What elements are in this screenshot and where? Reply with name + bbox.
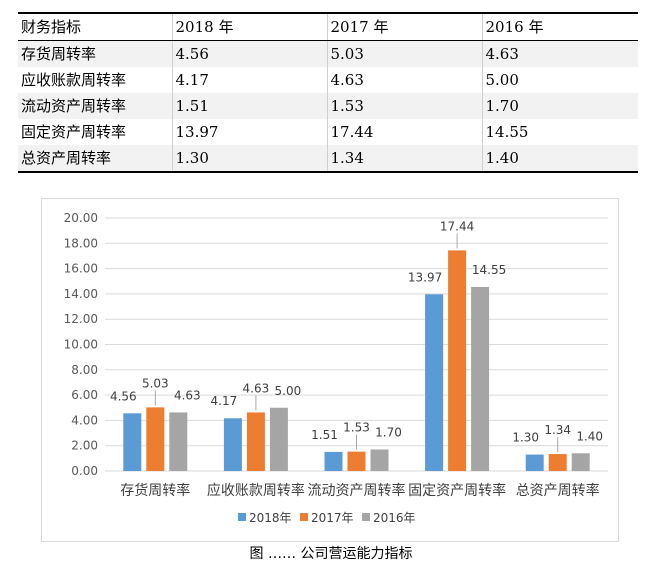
header-cell-2016: 2016 年 <box>481 12 638 41</box>
bar <box>525 454 544 471</box>
data-label: 14.55 <box>472 263 506 277</box>
bar <box>571 453 590 471</box>
y-tick-label: 0.00 <box>71 464 98 478</box>
bar <box>347 451 366 471</box>
bar <box>169 412 188 471</box>
bar <box>246 412 265 471</box>
y-tick-label: 14.00 <box>64 287 98 301</box>
row-label: 流动资产周转率 <box>18 93 172 119</box>
x-tick-label: 总资产周转率 <box>516 482 600 499</box>
y-tick-label: 6.00 <box>71 388 98 402</box>
data-label: 17.44 <box>440 219 474 233</box>
cell-value: 1.40 <box>481 145 638 173</box>
x-tick-label: 存货周转率 <box>120 482 190 499</box>
cell-value: 4.63 <box>326 67 482 93</box>
data-label: 13.97 <box>408 270 442 284</box>
table-row: 存货周转率 4.56 5.03 4.63 <box>18 40 638 67</box>
data-label: 1.40 <box>576 429 603 443</box>
cell-value: 4.17 <box>171 67 327 93</box>
bar <box>448 250 467 471</box>
bar <box>269 407 288 471</box>
legend-label: 2018年 <box>249 511 292 525</box>
chart-frame: 0.00 2.00 4.00 6.00 8.00 10.00 12.00 14.00 16.00… <box>41 198 619 542</box>
cell-value: 17.44 <box>326 119 482 145</box>
data-label: 4.56 <box>110 389 137 403</box>
cell-value: 5.00 <box>481 67 638 93</box>
table-row: 应收账款周转率 4.17 4.63 5.00 <box>18 67 638 93</box>
legend-swatch <box>238 513 246 521</box>
data-label: 1.70 <box>375 425 402 439</box>
bar-chart: 0.00 2.00 4.00 6.00 8.00 10.00 12.00 14.00 16.00… <box>64 211 608 525</box>
row-label: 存货周转率 <box>18 40 172 67</box>
legend-swatch <box>300 513 308 521</box>
cell-value: 1.70 <box>481 93 638 119</box>
bar <box>548 454 567 471</box>
bar <box>370 449 389 471</box>
table-header-row: 财务指标 2018 年 2017 年 2016 年 <box>18 12 638 41</box>
bar <box>146 407 165 471</box>
y-tick-label: 4.00 <box>71 413 98 427</box>
header-cell-indicator: 财务指标 <box>18 12 172 41</box>
cell-value: 1.53 <box>326 93 482 119</box>
bar <box>324 451 343 471</box>
legend-swatch <box>362 513 370 521</box>
bar <box>123 413 142 471</box>
cell-value: 1.30 <box>171 145 327 173</box>
x-tick-label: 流动资产周转率 <box>308 482 406 499</box>
data-label: 1.53 <box>343 421 370 435</box>
data-label: 1.51 <box>311 428 338 442</box>
cell-value: 4.56 <box>171 40 327 67</box>
cell-value: 13.97 <box>171 119 327 145</box>
table-row: 固定资产周转率 13.97 17.44 14.55 <box>18 119 638 145</box>
y-tick-label: 8.00 <box>71 363 98 377</box>
data-label: 4.17 <box>211 394 238 408</box>
x-tick-label: 固定资产周转率 <box>408 482 506 499</box>
legend-label: 2017年 <box>311 511 354 525</box>
financial-indicators-table: 财务指标 2018 年 2017 年 2016 年 存货周转率 4.56 5.0… <box>18 12 638 173</box>
cell-value: 1.51 <box>171 93 327 119</box>
table-row: 总资产周转率 1.30 1.34 1.40 <box>18 145 638 173</box>
cell-value: 14.55 <box>481 119 638 145</box>
y-tick-label: 20.00 <box>64 211 98 225</box>
header-cell-2018: 2018 年 <box>171 12 327 41</box>
y-tick-label: 2.00 <box>71 439 98 453</box>
data-label: 1.30 <box>512 431 539 445</box>
table-row: 流动资产周转率 1.51 1.53 1.70 <box>18 93 638 119</box>
bar <box>223 418 242 471</box>
bar <box>425 294 444 471</box>
y-tick-label: 12.00 <box>64 312 98 326</box>
header-cell-2017: 2017 年 <box>326 12 482 41</box>
row-label: 应收账款周转率 <box>21 71 127 89</box>
x-tick-label: 应收账款周转率 <box>207 482 305 499</box>
data-label: 4.63 <box>174 388 201 402</box>
data-label: 5.00 <box>275 384 302 398</box>
y-tick-label: 16.00 <box>64 262 98 276</box>
y-tick-label: 18.00 <box>64 236 98 250</box>
y-tick-label: 10.00 <box>64 338 98 352</box>
figure-caption: 图 …… 公司营运能力指标 <box>249 546 413 562</box>
legend-label: 2016年 <box>373 511 416 525</box>
data-label: 5.03 <box>142 376 169 390</box>
row-label: 总资产周转率 <box>18 145 172 173</box>
cell-value: 1.34 <box>326 145 482 173</box>
data-label: 1.34 <box>544 423 571 437</box>
bar <box>471 286 490 471</box>
row-label: 固定资产周转率 <box>21 123 127 141</box>
cell-value: 5.03 <box>326 40 482 67</box>
data-label: 4.63 <box>243 381 270 395</box>
cell-value: 4.63 <box>481 40 638 67</box>
